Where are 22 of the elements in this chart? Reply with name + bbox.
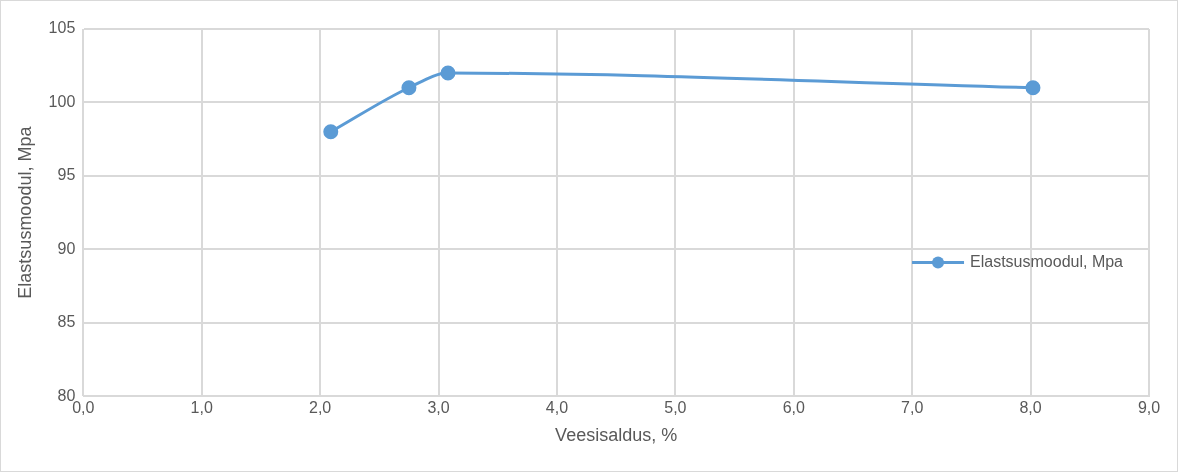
y-tick-label: 105 <box>48 19 76 37</box>
y-tick-label: 90 <box>57 239 76 257</box>
y-tick-label: 100 <box>48 92 76 110</box>
legend-label: Elastsusmoodul, Mpa <box>970 253 1124 271</box>
x-tick-label: 2,0 <box>308 399 332 417</box>
point <box>323 124 339 140</box>
point <box>440 65 456 81</box>
x-tick-label: 5,0 <box>664 399 687 417</box>
x-tick-label: 6,0 <box>782 399 805 417</box>
y-tick-label: 95 <box>57 166 76 184</box>
x-tick-label: 4,0 <box>545 399 569 417</box>
point <box>1025 80 1041 96</box>
y-axis-title: Elastsusmoodul, Mpa <box>14 125 35 299</box>
x-tick-label: 9,0 <box>1137 399 1161 417</box>
x-tick-label: 7,0 <box>901 399 924 417</box>
x-tick-label: 1,0 <box>190 399 213 417</box>
x-tick-label: 3,0 <box>427 399 450 417</box>
point <box>401 80 417 96</box>
x-tick-label: 8,0 <box>1019 399 1042 417</box>
x-axis-title: Veesisaldus, % <box>555 425 678 446</box>
x-tick-label: 0,0 <box>72 399 95 417</box>
y-tick-label: 85 <box>57 313 76 331</box>
